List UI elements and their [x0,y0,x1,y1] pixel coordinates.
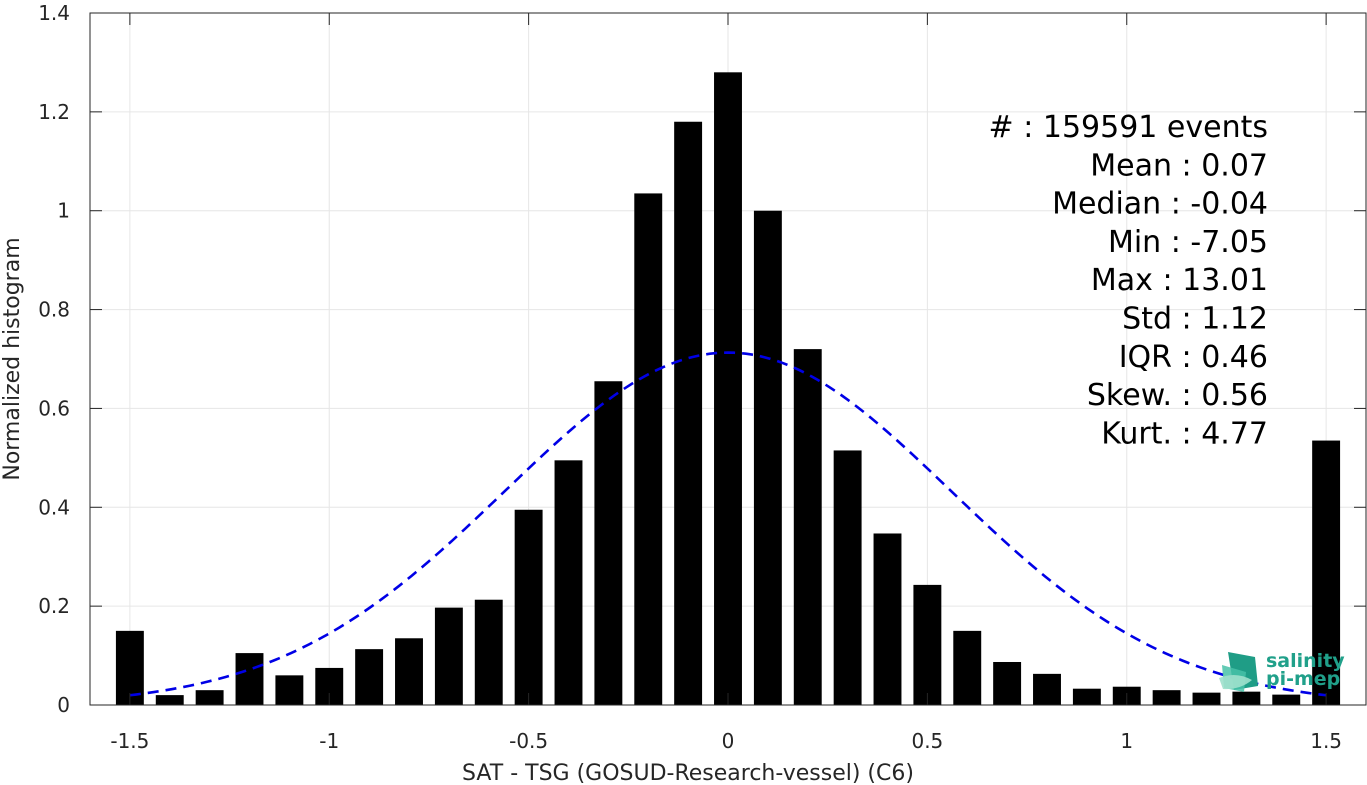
salinity-pi-mep-logo: salinity pi-mep [1219,650,1345,692]
histogram-bar [1152,690,1181,705]
logo-icon [1219,652,1258,692]
y-tick-label: 0 [57,693,70,717]
x-tick-label: 0 [722,729,735,753]
histogram-bar [395,638,423,705]
histogram-bar [275,675,304,705]
stats-line: Min : -7.05 [1108,225,1268,260]
histogram-bar [514,509,543,705]
logo-text-pi-mep: pi-mep [1266,668,1340,690]
histogram-bar [873,533,902,705]
histogram-bar [1232,691,1261,705]
histogram-bar [1192,692,1221,705]
histogram-bar [993,661,1022,705]
histogram-bar [474,599,503,705]
stats-line: Skew. : 0.56 [1087,378,1268,413]
histogram-bars [115,72,1341,706]
histogram-bar [1072,688,1101,705]
x-tick-label: -1 [319,729,339,753]
histogram-bar [155,695,184,705]
stats-line: Max : 13.01 [1091,263,1268,298]
stats-line: # : 159591 events [989,110,1268,145]
histogram-bar [913,584,942,705]
histogram-bar [1033,673,1061,705]
y-tick-labels: 0 0.2 0.4 0.6 0.8 1 1.2 1.4 [38,1,70,717]
histogram-bar [833,450,862,705]
histogram-bar [753,210,782,705]
x-tick-label: 1.5 [1310,729,1342,753]
x-tick-label: -1.5 [110,729,149,753]
histogram-bar [594,381,623,705]
y-tick-label: 1 [57,199,70,223]
histogram-bar [554,460,583,705]
y-axis-label: Normalized histogram [0,237,25,480]
logo-text-salinity: salinity [1266,650,1345,672]
x-tick-label: -0.5 [509,729,548,753]
y-tick-label: 0.6 [38,396,70,420]
axis-ticks [90,12,1366,706]
y-tick-label: 0.8 [38,298,70,322]
histogram-bar [714,72,742,706]
stats-line: Std : 1.12 [1122,302,1268,337]
stats-line: Median : -0.04 [1052,187,1268,222]
histogram-bar [1312,440,1341,705]
y-tick-label: 1.2 [38,100,70,124]
x-axis-label: SAT - TSG (GOSUD-Research-vessel) (C6) [462,761,914,785]
histogram-bar [115,630,144,705]
histogram-bar [434,607,463,705]
x-tick-label: 1 [1120,729,1133,753]
histogram-bar [953,630,982,705]
histogram-bar [674,121,703,705]
y-tick-label: 0.2 [38,594,70,618]
histogram-bar [195,690,224,705]
x-tick-label: 0.5 [911,729,943,753]
histogram-bar [793,349,822,705]
histogram-bar [634,193,663,705]
histogram-bar [235,653,264,705]
y-tick-label: 0.4 [38,495,70,519]
x-tick-labels: -1.5 -1 -0.5 0 0.5 1 1.5 [110,729,1342,753]
stats-line: IQR : 0.46 [1119,340,1268,375]
stats-line: Mean : 0.07 [1090,148,1268,183]
histogram-bar [1272,694,1301,705]
gaussian-fit-curve [129,351,1327,697]
y-tick-label: 1.4 [38,1,70,25]
histogram-bar [355,649,384,705]
stats-line: Kurt. : 4.77 [1101,416,1268,451]
